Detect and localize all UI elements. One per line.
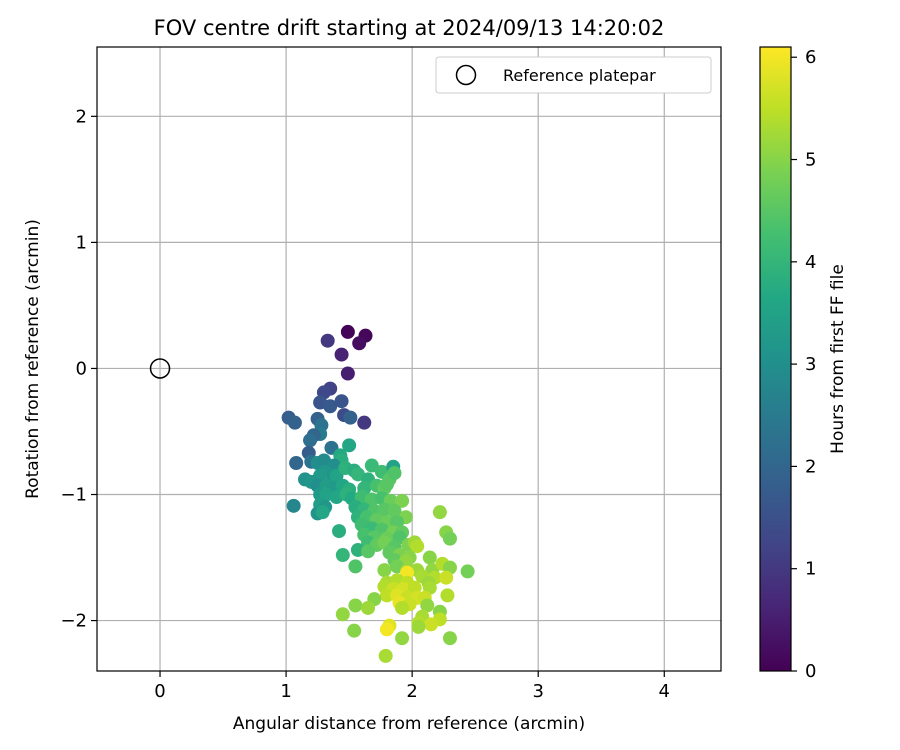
- x-axis-ticks: 0 1 2 3 4: [154, 671, 670, 702]
- data-point: [342, 438, 357, 453]
- colorbar: 0 1 2 3 4 5 6 Hours from first FF file: [759, 46, 848, 682]
- data-point: [364, 458, 379, 473]
- legend-box: [435, 56, 712, 94]
- x-tick-label: 2: [406, 681, 417, 702]
- data-point: [335, 607, 350, 622]
- data-point: [348, 598, 363, 613]
- colorbar-tick-label: 0: [805, 661, 816, 682]
- x-tick-label: 0: [154, 681, 165, 702]
- data-point: [411, 619, 426, 634]
- y-tick-label: 1: [76, 232, 87, 253]
- data-point: [340, 366, 355, 381]
- data-point: [378, 648, 393, 663]
- data-point: [387, 466, 402, 481]
- data-point: [439, 570, 454, 585]
- data-point: [332, 524, 347, 539]
- data-point: [289, 456, 304, 470]
- colorbar-tick-label: 3: [805, 354, 816, 375]
- x-tick-label: 3: [532, 681, 543, 702]
- data-point: [422, 550, 437, 565]
- data-point: [320, 333, 335, 348]
- y-tick-label: −2: [60, 611, 87, 632]
- data-point: [395, 600, 410, 615]
- data-point: [440, 588, 455, 603]
- data-point: [286, 498, 301, 513]
- colorbar-label: Hours from first FF file: [828, 264, 848, 454]
- data-point: [379, 588, 394, 603]
- y-tick-label: −1: [60, 485, 87, 506]
- colorbar-gradient: [759, 46, 792, 672]
- plot-frame: [96, 46, 722, 672]
- data-point: [340, 324, 355, 339]
- data-point: [460, 564, 475, 579]
- legend: Reference platepar: [435, 56, 712, 94]
- data-point: [395, 493, 410, 508]
- data-points: [281, 324, 475, 663]
- data-point: [424, 617, 439, 632]
- data-point: [377, 563, 392, 578]
- data-point: [410, 539, 425, 554]
- data-point: [352, 336, 367, 351]
- data-point: [287, 415, 302, 430]
- y-axis-label: Rotation from reference (arcmin): [23, 219, 43, 499]
- y-tick-label: 0: [76, 358, 87, 379]
- x-tick-label: 1: [280, 681, 291, 702]
- data-point: [420, 598, 435, 613]
- data-point: [347, 623, 362, 638]
- colorbar-ticks: 0 1 2 3 4 5 6: [791, 47, 816, 682]
- colorbar-tick-label: 1: [805, 559, 816, 580]
- data-point: [357, 415, 372, 430]
- data-point: [379, 477, 394, 492]
- x-axis-label: Angular distance from reference (arcmin): [233, 714, 585, 734]
- grid-lines: [97, 47, 721, 671]
- colorbar-tick-label: 4: [805, 252, 816, 273]
- data-point: [343, 410, 358, 425]
- data-point: [303, 433, 318, 448]
- data-point: [335, 548, 350, 563]
- data-point: [361, 600, 376, 615]
- colorbar-tick-label: 5: [805, 150, 816, 171]
- data-point: [395, 631, 410, 646]
- colorbar-tick-label: 6: [805, 47, 816, 68]
- y-tick-label: 2: [76, 106, 87, 127]
- x-tick-label: 4: [659, 681, 670, 702]
- data-point: [334, 347, 349, 362]
- legend-marker-icon: [455, 64, 477, 86]
- reference-platepar-marker: [149, 358, 171, 379]
- chart-title: FOV centre drift starting at 2024/09/13 …: [154, 16, 665, 40]
- legend-entry-label: Reference platepar: [503, 66, 656, 85]
- data-point: [323, 399, 338, 414]
- data-point: [348, 559, 363, 574]
- data-point: [387, 503, 402, 518]
- data-point: [400, 565, 415, 580]
- data-point: [361, 544, 376, 559]
- y-axis-ticks: 2 1 0 −1 −2: [60, 106, 97, 632]
- colorbar-tick-label: 2: [805, 456, 816, 477]
- data-point: [334, 394, 349, 409]
- data-point: [442, 531, 457, 546]
- data-point: [432, 505, 447, 520]
- data-point: [442, 631, 457, 646]
- data-point: [315, 505, 330, 520]
- data-point: [379, 622, 394, 637]
